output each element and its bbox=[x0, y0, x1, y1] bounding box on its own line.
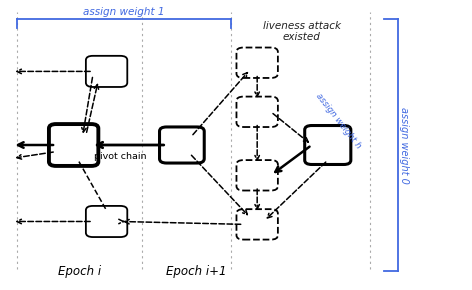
FancyBboxPatch shape bbox=[236, 97, 278, 127]
Text: Epoch i: Epoch i bbox=[58, 265, 101, 278]
FancyBboxPatch shape bbox=[236, 48, 278, 78]
FancyBboxPatch shape bbox=[86, 56, 127, 87]
Text: assign weight 1: assign weight 1 bbox=[84, 7, 165, 17]
FancyBboxPatch shape bbox=[236, 209, 278, 240]
Text: liveness attack
existed: liveness attack existed bbox=[263, 21, 341, 43]
Text: Epoch i+1: Epoch i+1 bbox=[166, 265, 226, 278]
FancyBboxPatch shape bbox=[236, 160, 278, 191]
Text: pivot chain: pivot chain bbox=[93, 152, 146, 161]
FancyBboxPatch shape bbox=[305, 126, 351, 164]
Text: assign weight h: assign weight h bbox=[314, 91, 362, 150]
FancyBboxPatch shape bbox=[160, 127, 204, 163]
FancyBboxPatch shape bbox=[49, 124, 98, 166]
Text: assign weight 0: assign weight 0 bbox=[399, 106, 409, 184]
FancyBboxPatch shape bbox=[86, 206, 127, 237]
